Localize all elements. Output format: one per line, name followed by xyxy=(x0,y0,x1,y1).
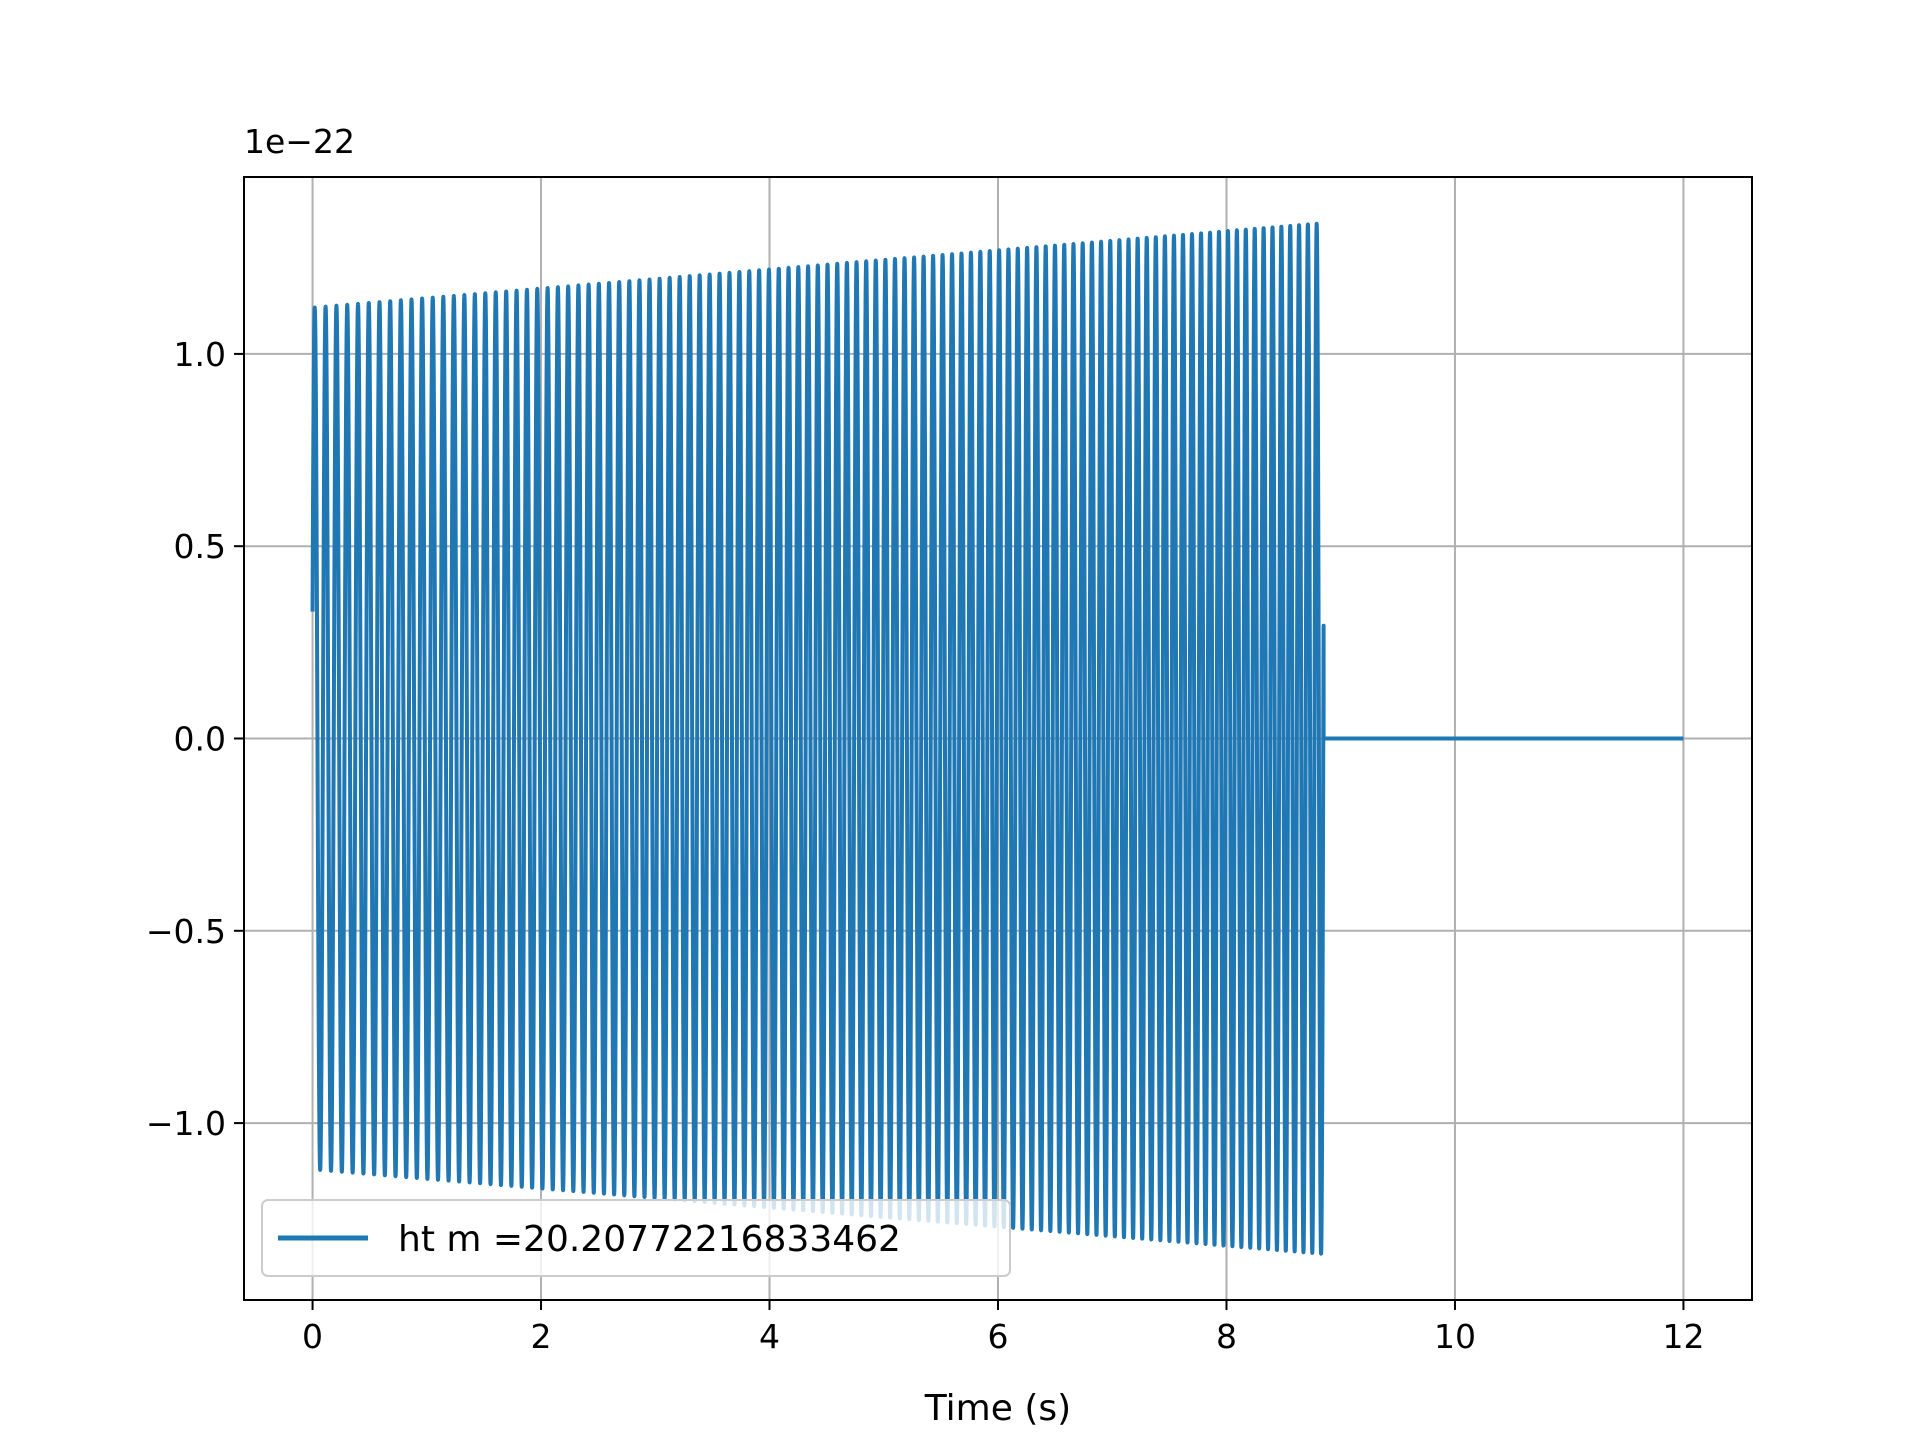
legend-label: ht m =20.20772216833462 xyxy=(398,1219,901,1260)
y-offset-label: 1e−22 xyxy=(244,122,355,161)
y-tick-label: −1.0 xyxy=(146,1104,226,1143)
y-tick-label: −0.5 xyxy=(146,912,226,951)
legend-box xyxy=(261,1199,1011,1277)
series-line xyxy=(310,221,1684,1256)
x-tick-label: 4 xyxy=(759,1317,780,1356)
series-layer xyxy=(310,221,1684,1256)
x-tick-label: 8 xyxy=(1216,1317,1237,1356)
y-tick-label: 1.0 xyxy=(174,335,226,374)
x-tick-label: 6 xyxy=(988,1317,1009,1356)
x-axis-label: Time (s) xyxy=(924,1388,1071,1429)
y-tick-label: 0.5 xyxy=(174,527,226,566)
y-tick-label: 0.0 xyxy=(174,720,226,759)
legend: ht m =20.20772216833462 xyxy=(261,1199,1011,1277)
x-tick-label: 0 xyxy=(302,1317,323,1356)
x-tick-label: 10 xyxy=(1434,1317,1476,1356)
axis-ticks: 0 2 4 6 8 10 12 −1.0 −0.5 0.0 0.5 1.0 xyxy=(146,335,1705,1356)
x-tick-label: 2 xyxy=(531,1317,552,1356)
x-tick-label: 12 xyxy=(1662,1317,1704,1356)
